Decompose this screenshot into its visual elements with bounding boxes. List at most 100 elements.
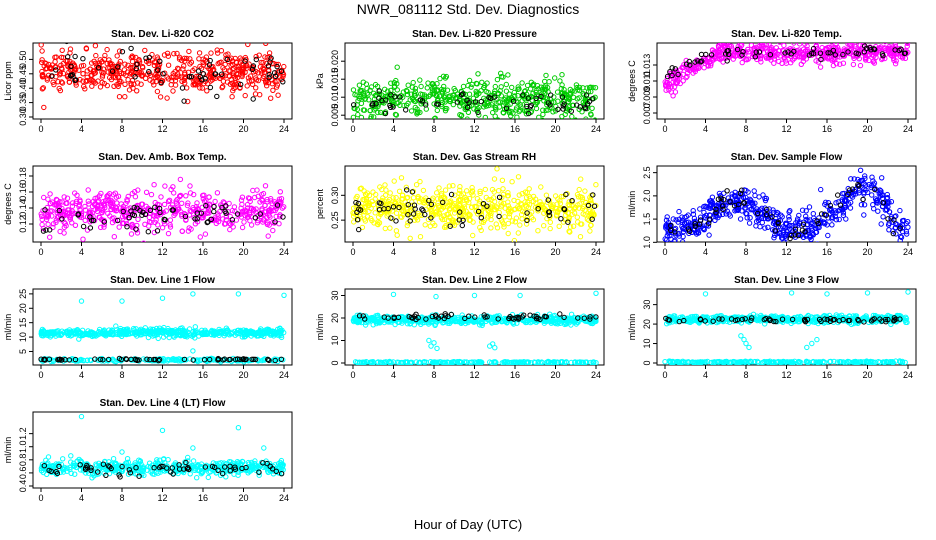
data-point bbox=[680, 228, 687, 235]
data-point bbox=[806, 204, 813, 210]
overlay-point bbox=[845, 191, 851, 198]
data-point bbox=[245, 331, 251, 337]
x-tick-label: 0 bbox=[350, 247, 355, 257]
overlay-point bbox=[835, 192, 841, 198]
data-point bbox=[904, 43, 910, 46]
data-point bbox=[587, 228, 593, 234]
y-tick-label: 2.0 bbox=[642, 190, 652, 203]
y-axis-label: degrees C bbox=[3, 183, 13, 225]
x-tick-label: 20 bbox=[238, 370, 248, 380]
overlay-point bbox=[378, 200, 384, 207]
data-point bbox=[113, 205, 120, 211]
x-tick-label: 16 bbox=[822, 124, 832, 134]
data-point bbox=[663, 87, 669, 93]
data-point bbox=[226, 332, 233, 338]
overlay-point bbox=[133, 226, 139, 232]
data-point bbox=[161, 324, 167, 331]
y-tick-label: 10 bbox=[330, 335, 340, 345]
data-point bbox=[505, 102, 511, 109]
data-point bbox=[166, 334, 172, 341]
data-point bbox=[709, 194, 716, 200]
y-tick-label: 20 bbox=[330, 313, 340, 323]
data-point bbox=[87, 210, 94, 216]
overlay-point bbox=[356, 206, 362, 212]
data-point bbox=[39, 57, 45, 63]
overlay-point bbox=[740, 49, 746, 55]
data-point bbox=[683, 74, 689, 81]
data-point bbox=[905, 49, 911, 56]
x-tick-label: 4 bbox=[79, 124, 84, 134]
x-tick-label: 24 bbox=[903, 247, 913, 257]
data-point bbox=[547, 219, 553, 225]
data-point bbox=[442, 97, 449, 103]
overlay-point bbox=[591, 203, 598, 209]
data-point bbox=[535, 228, 541, 234]
overlay-point bbox=[830, 47, 836, 54]
data-point bbox=[281, 204, 287, 210]
data-point bbox=[781, 239, 787, 242]
overlay-point bbox=[151, 356, 157, 363]
overlay-point bbox=[95, 65, 102, 71]
points-group bbox=[350, 290, 599, 365]
data-point bbox=[269, 81, 275, 87]
data-point bbox=[82, 86, 88, 92]
overlay-point bbox=[403, 107, 409, 113]
data-point bbox=[51, 81, 57, 88]
data-point bbox=[567, 229, 573, 235]
overlay-point bbox=[101, 219, 108, 225]
data-point bbox=[586, 85, 593, 91]
data-point bbox=[526, 186, 532, 192]
data-point bbox=[226, 200, 232, 207]
data-point bbox=[427, 92, 434, 98]
data-point bbox=[39, 74, 46, 80]
data-point bbox=[391, 178, 397, 184]
data-point bbox=[878, 221, 884, 227]
data-point bbox=[277, 189, 283, 195]
overlay-point bbox=[75, 211, 82, 217]
data-point bbox=[417, 178, 423, 185]
data-point bbox=[356, 82, 363, 88]
data-point bbox=[469, 184, 475, 191]
data-point bbox=[206, 194, 212, 200]
overlay-point bbox=[420, 207, 426, 214]
data-point bbox=[735, 206, 741, 213]
data-point bbox=[39, 330, 45, 336]
overlay-point bbox=[143, 55, 149, 61]
data-point bbox=[136, 330, 142, 336]
chart-title: Stan. Dev. Li-820 Temp. bbox=[731, 29, 842, 40]
overlay-point bbox=[547, 102, 553, 108]
data-point bbox=[851, 176, 857, 182]
data-point bbox=[749, 201, 756, 208]
data-point bbox=[166, 197, 173, 204]
data-point bbox=[842, 204, 849, 211]
data-point bbox=[514, 114, 520, 119]
overlay-point bbox=[589, 216, 595, 222]
overlay-point bbox=[686, 58, 692, 65]
data-point bbox=[260, 75, 266, 81]
data-point bbox=[279, 205, 286, 211]
data-point bbox=[753, 218, 760, 225]
overlay-point bbox=[90, 217, 97, 224]
overlay-point bbox=[478, 98, 484, 105]
data-point bbox=[241, 219, 247, 225]
data-point bbox=[558, 193, 565, 200]
overlay-point bbox=[827, 202, 833, 209]
data-point bbox=[580, 85, 586, 91]
data-point bbox=[114, 200, 120, 206]
overlay-point bbox=[695, 58, 701, 64]
data-point bbox=[394, 232, 400, 238]
data-point bbox=[566, 228, 572, 235]
overlay-point bbox=[89, 217, 95, 224]
data-point bbox=[180, 331, 186, 337]
data-point bbox=[119, 213, 126, 220]
data-point bbox=[465, 109, 472, 116]
data-point bbox=[185, 98, 191, 105]
x-tick-label: 24 bbox=[591, 247, 601, 257]
data-point bbox=[522, 88, 528, 94]
overlay-point bbox=[520, 92, 526, 98]
chart-title: Stan. Dev. Line 2 Flow bbox=[422, 275, 527, 286]
data-point bbox=[60, 70, 67, 77]
data-point bbox=[397, 102, 403, 109]
data-point bbox=[409, 243, 413, 247]
data-point bbox=[576, 106, 582, 113]
